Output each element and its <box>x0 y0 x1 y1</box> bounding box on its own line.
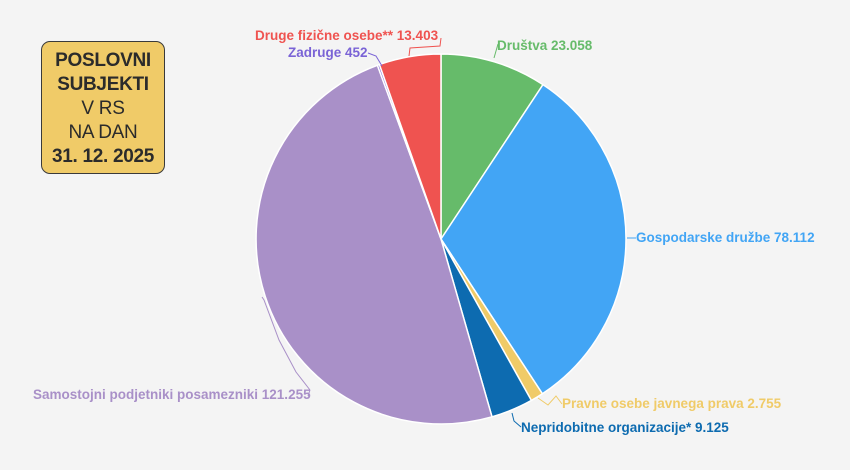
pie-slice-društva <box>440 53 544 240</box>
label-gospodarske: Gospodarske družbe 78.112 <box>636 230 815 245</box>
title-line-4: NA DAN <box>68 121 138 143</box>
label-drustva: Društva 23.058 <box>497 38 593 53</box>
leader-line-samostojni-tail <box>307 389 311 397</box>
pie-slice-druge-fizične-osebe <box>378 53 442 240</box>
label-nepridobitne: Nepridobitne organizacije* 9.125 <box>521 420 729 435</box>
label-samostojni: Samostojni podjetniki posamezniki 121.25… <box>33 387 311 402</box>
pie-slices <box>255 53 627 425</box>
leader-lines <box>261 37 636 428</box>
leader-line-nepridobitne <box>511 412 522 428</box>
pie-slice-samostojni-podjetniki-posamezniki <box>255 64 493 425</box>
title-line-2: SUBJEKTI <box>57 73 149 95</box>
leader-line-zadruge <box>367 52 383 67</box>
label-druge: Druge fizične osebe** 13.403 <box>255 28 439 43</box>
title-line-3: V RS <box>81 97 125 119</box>
leader-line-druge <box>408 37 442 57</box>
title-line-1: POSLOVNI <box>55 49 151 71</box>
leader-line-pravne <box>537 395 563 406</box>
label-pravne: Pravne osebe javnega prava 2.755 <box>562 396 782 411</box>
pie-slice-gospodarske-družbe <box>440 83 627 395</box>
leader-line-drustva <box>493 43 499 59</box>
leader-line-samostojni <box>261 296 311 391</box>
title-line-5: 31. 12. 2025 <box>51 145 155 167</box>
label-zadruge: Zadruge 452 <box>288 45 368 60</box>
chart-title-box: POSLOVNI SUBJEKTI V RS NA DAN 31. 12. 20… <box>41 41 165 174</box>
